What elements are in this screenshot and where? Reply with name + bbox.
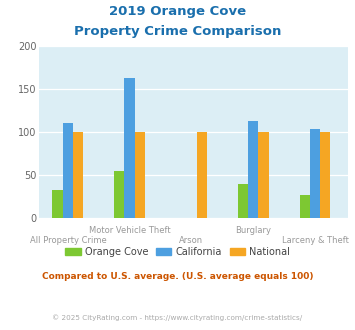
Bar (114, 172, 125, 218)
Bar (135, 132, 145, 218)
Bar (53, 190, 63, 218)
Bar (238, 184, 248, 218)
Bar (63, 123, 73, 218)
Text: Motor Vehicle Theft: Motor Vehicle Theft (89, 226, 170, 235)
Text: Property Crime Comparison: Property Crime Comparison (74, 25, 281, 38)
Bar (248, 121, 258, 218)
Bar (197, 132, 207, 218)
Legend: Orange Cove, California, National: Orange Cove, California, National (61, 243, 294, 261)
Text: 2019 Orange Cove: 2019 Orange Cove (109, 5, 246, 18)
Bar (258, 132, 269, 218)
Text: Burglary: Burglary (235, 226, 271, 235)
Text: Larceny & Theft: Larceny & Theft (282, 236, 348, 245)
Text: Compared to U.S. average. (U.S. average equals 100): Compared to U.S. average. (U.S. average … (42, 272, 313, 281)
Bar (73, 132, 83, 218)
Bar (320, 132, 331, 218)
Bar (310, 129, 320, 218)
Bar (125, 78, 135, 218)
Bar (300, 195, 310, 218)
Text: Arson: Arson (179, 236, 203, 245)
Text: © 2025 CityRating.com - https://www.cityrating.com/crime-statistics/: © 2025 CityRating.com - https://www.city… (53, 314, 302, 321)
Text: All Property Crime: All Property Crime (29, 236, 106, 245)
